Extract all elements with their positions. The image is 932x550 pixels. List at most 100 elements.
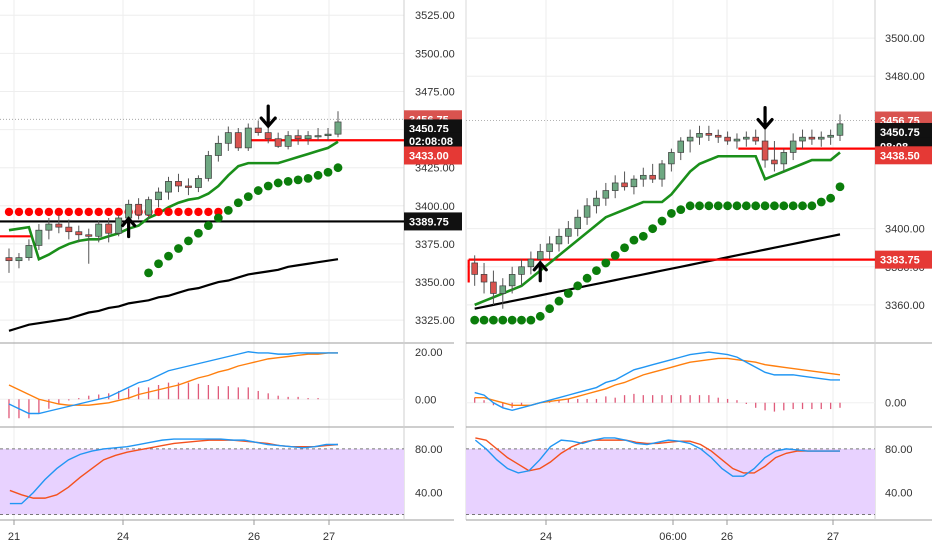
arrow-down-icon (259, 104, 277, 129)
psar-dot-above (214, 207, 223, 217)
price-tick-label: 3500.00 (885, 33, 925, 45)
candle-body (35, 229, 43, 246)
candle-body (527, 258, 535, 268)
psar-dot-above (194, 207, 203, 217)
candle-body (214, 142, 222, 156)
candle-body (555, 235, 563, 245)
candle-body (25, 245, 33, 258)
psar-dot-below (582, 273, 592, 283)
psar-dot-below (695, 201, 704, 211)
candle-body (761, 140, 769, 161)
candle-body (621, 182, 628, 188)
psar-dot-above (114, 207, 123, 217)
psar-dot-below (835, 182, 845, 192)
psar-dot-below (323, 167, 333, 177)
candle-body (254, 127, 262, 133)
psar-dot-below (807, 201, 817, 211)
candle-body (696, 133, 703, 138)
psar-dot-below (253, 186, 263, 195)
psar-dot-below (545, 304, 555, 314)
macd-tick-label: 0.00 (885, 398, 906, 410)
x-tick-label: 26 (248, 531, 260, 543)
price-label-box (875, 122, 932, 141)
price-label-box (875, 250, 932, 269)
psar-dot-below (263, 181, 273, 191)
psar-dot-below (770, 201, 779, 211)
stoch-tick-label: 40.00 (885, 488, 913, 500)
candle-body (304, 135, 312, 140)
psar-dot-above (184, 207, 193, 217)
x-tick-label: 24 (117, 531, 129, 543)
candle-body (799, 136, 806, 142)
candle-body (836, 123, 844, 136)
price-tick-label: 3350.00 (415, 277, 455, 289)
psar-dot-above (34, 207, 44, 217)
candle-body (602, 190, 610, 199)
psar-dot-above (164, 207, 173, 217)
candle-body (780, 152, 788, 165)
price-label-box (404, 212, 462, 231)
psar-dot-above (84, 207, 93, 217)
psar-dot-below (751, 201, 761, 211)
candle-body (105, 223, 113, 234)
psar-dot-below (517, 315, 526, 325)
candle-body (135, 203, 143, 216)
psar-dot-above (4, 207, 14, 217)
psar-dot-below (470, 315, 480, 325)
arrow-down-icon (756, 105, 774, 131)
psar-dot-below (620, 243, 629, 253)
price-tick-label: 3475.00 (415, 86, 455, 98)
price-tick-label: 3500.00 (415, 48, 455, 60)
candle-body (204, 155, 212, 179)
candle-body (574, 216, 581, 230)
psar-dot-below (826, 193, 836, 203)
psar-dot-below (788, 201, 798, 211)
psar-dot-below (723, 201, 732, 211)
psar-dot-below (154, 259, 163, 269)
candle-body (752, 136, 759, 142)
price-tick-label: 3480.00 (885, 71, 925, 83)
candle-body (125, 203, 133, 219)
stoch-d-line (475, 437, 840, 474)
price-label-box (875, 146, 932, 165)
psar-dot-below (610, 250, 620, 260)
psar-dot-above (154, 207, 163, 217)
price-tick-label: 3400.00 (415, 201, 455, 213)
candle-body (630, 178, 638, 188)
price-label: 02:08:08 (409, 136, 453, 148)
price-tick-label: 3375.00 (415, 239, 455, 251)
psar-dot-below (507, 315, 517, 325)
x-tick-label: 27 (827, 531, 839, 543)
psar-dot-below (223, 205, 233, 215)
candle-body (324, 133, 332, 137)
candle-body (115, 217, 123, 234)
candle-body (471, 262, 478, 275)
candle-body (649, 174, 656, 180)
macd-line (8, 351, 338, 415)
stoch-tick-label: 40.00 (415, 488, 443, 500)
candle-body (264, 132, 272, 140)
psar-dot-below (798, 201, 807, 211)
psar-dot-below (629, 235, 639, 245)
psar-dot-below (174, 244, 183, 253)
candle-body (165, 181, 172, 193)
candle-body (194, 178, 202, 188)
arrow-up-icon (532, 260, 548, 283)
candle-body (145, 199, 153, 216)
psar-dot-below (283, 177, 293, 186)
psar-dot-below (779, 201, 789, 211)
candle-body (536, 251, 544, 260)
psar-dot-below (194, 228, 203, 238)
psar-dot-above (74, 207, 83, 217)
macd-tick-label: 20.00 (415, 347, 443, 359)
candle-body (611, 182, 619, 191)
psar-dot-below (573, 281, 583, 291)
psar-dot-below (333, 163, 343, 173)
candle-body (490, 281, 497, 294)
candle-body (55, 223, 63, 228)
psar-dot-below (713, 201, 723, 211)
psar-dot-below (243, 192, 253, 202)
psar-dot-below (592, 266, 601, 275)
psar-dot-below (741, 201, 751, 211)
psar-dot-below (233, 198, 243, 208)
